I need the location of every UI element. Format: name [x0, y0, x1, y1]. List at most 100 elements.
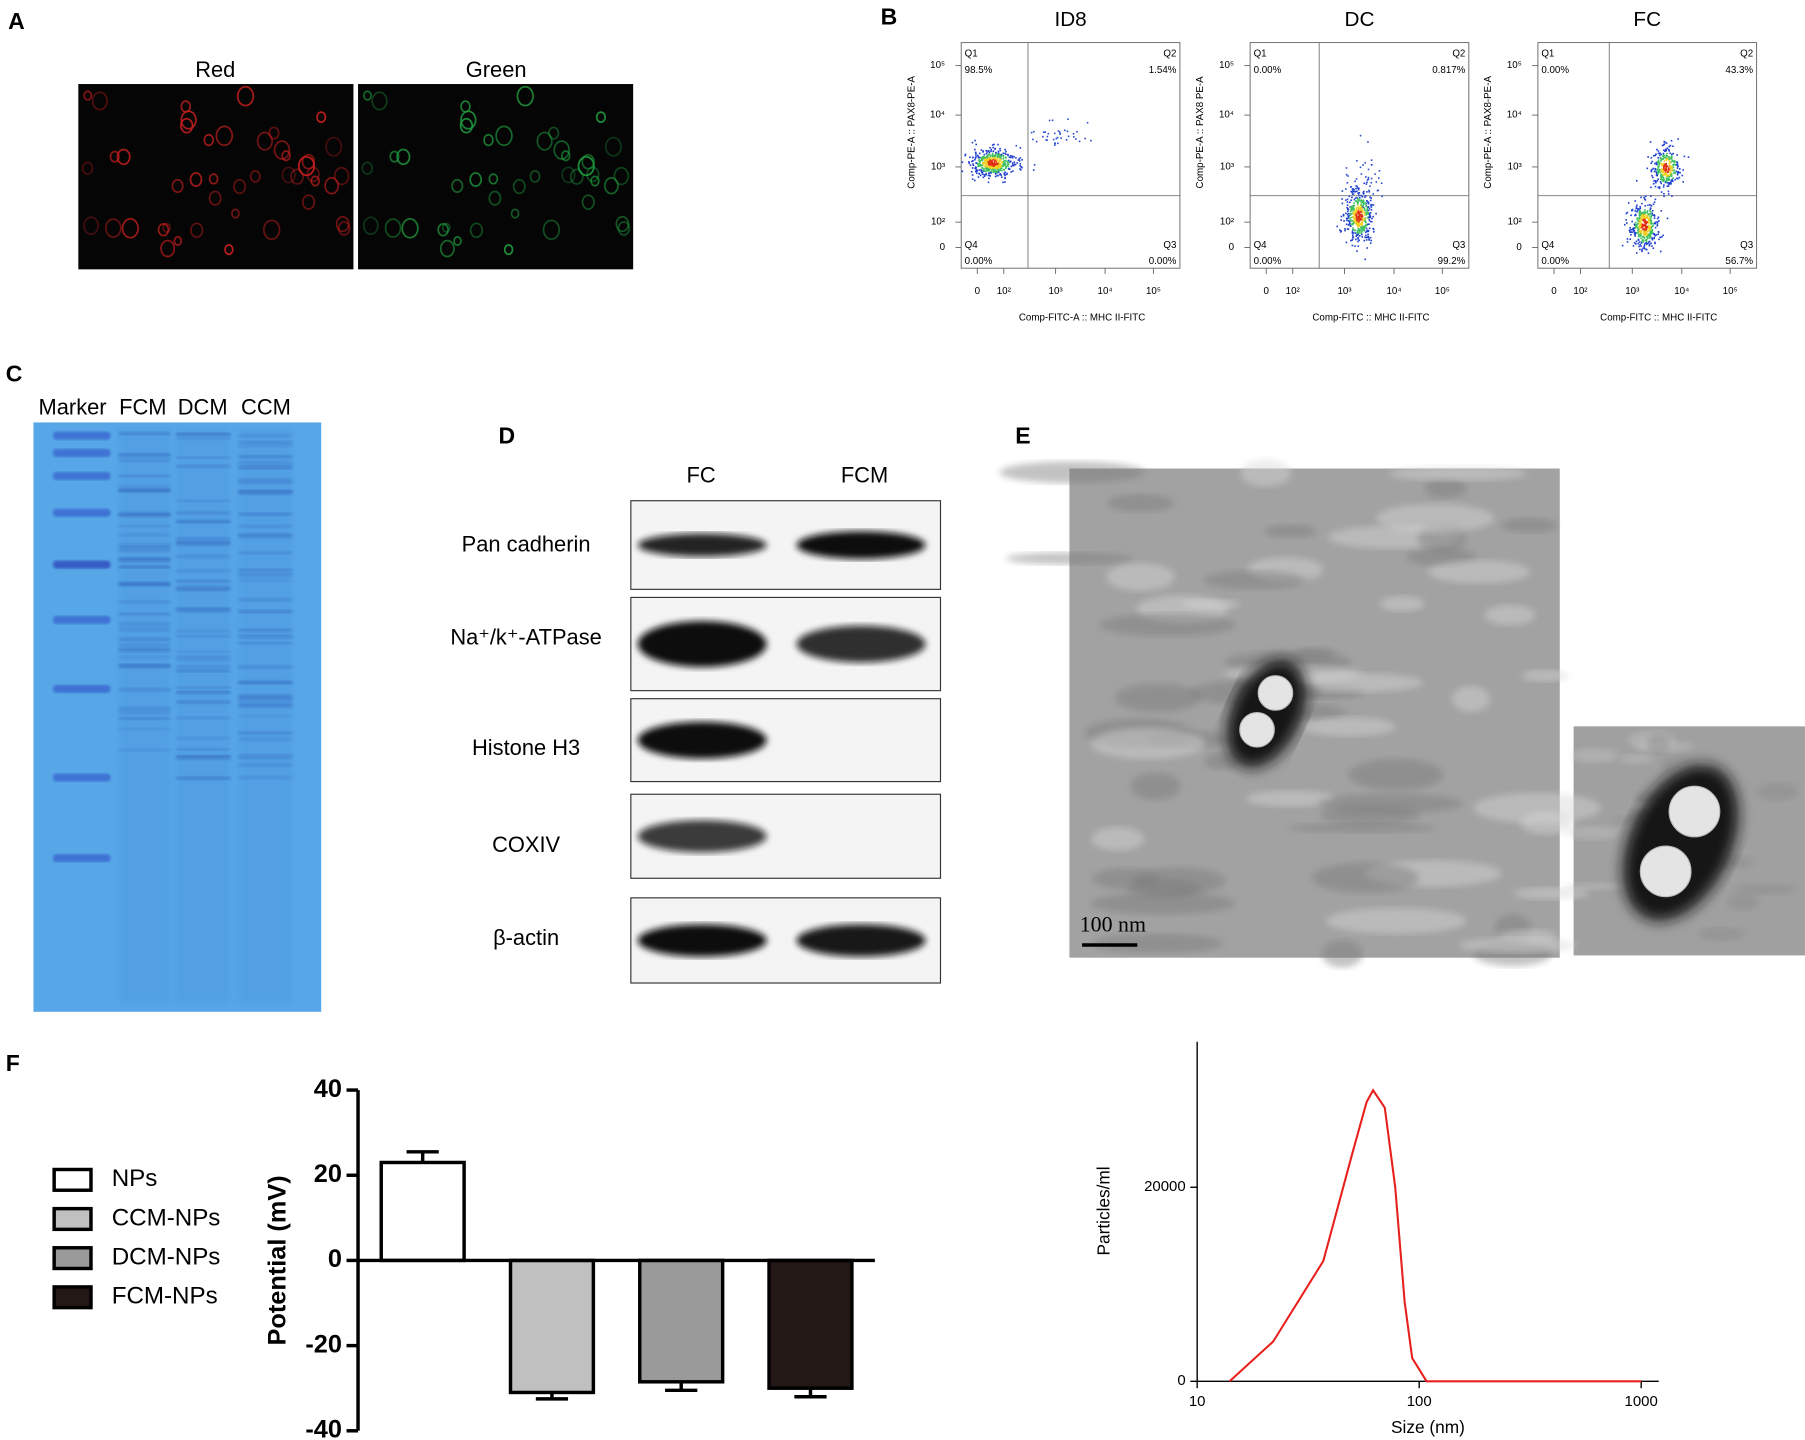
event-dot	[1358, 194, 1360, 197]
event-dot	[1661, 163, 1664, 165]
event-dot	[1065, 139, 1068, 141]
event-dot	[1345, 241, 1348, 244]
event-dot	[1007, 159, 1010, 162]
y-tick-label: 0	[1516, 242, 1522, 253]
event-dot	[1657, 173, 1659, 175]
event-dot	[1636, 224, 1638, 226]
event-dot	[1665, 172, 1668, 174]
event-dot	[977, 165, 979, 168]
quadrant-name: Q3	[1163, 240, 1176, 251]
event-dot	[1354, 197, 1357, 199]
protein-band	[238, 455, 293, 459]
particle	[1639, 845, 1692, 898]
event-dot	[987, 159, 990, 162]
event-dot	[1346, 181, 1349, 184]
quadrant-percent: 0.00%	[1541, 256, 1569, 267]
event-dot	[1641, 250, 1643, 253]
x-tick-label: 10	[1189, 1393, 1206, 1410]
event-dot	[1018, 158, 1020, 160]
event-dot	[1667, 193, 1670, 195]
protein-band	[176, 540, 231, 545]
event-dot	[1666, 174, 1669, 177]
event-dot	[1644, 230, 1646, 233]
event-dot	[1652, 154, 1655, 157]
event-dot	[1357, 188, 1360, 191]
marker-band	[53, 684, 111, 693]
event-dot	[1369, 215, 1372, 218]
event-dot	[1640, 237, 1643, 240]
event-dot	[1667, 178, 1669, 180]
event-dot	[1635, 252, 1638, 254]
event-dot	[1351, 232, 1354, 235]
event-dot	[1353, 212, 1355, 215]
event-dot	[999, 162, 1002, 165]
event-dot	[1640, 215, 1643, 217]
event-dot	[987, 164, 990, 167]
x-axis-label: Comp-FITC-A :: MHC II-FITC	[1019, 312, 1145, 323]
cell	[281, 166, 296, 184]
event-dot	[1647, 156, 1649, 158]
x-tick-label: 10³	[1337, 286, 1352, 297]
event-dot	[1357, 240, 1359, 243]
event-dot	[1637, 228, 1639, 231]
event-dot	[976, 154, 979, 157]
event-dot	[1667, 174, 1670, 177]
event-dot	[975, 167, 977, 169]
event-dot	[1659, 171, 1662, 174]
event-dot	[1011, 164, 1014, 167]
event-dot	[988, 161, 991, 164]
event-dot	[1644, 212, 1647, 214]
stain-patch	[1428, 560, 1531, 584]
protein-band	[118, 687, 171, 692]
event-dot	[1667, 190, 1670, 193]
event-dot	[1055, 137, 1058, 140]
event-dot	[1660, 158, 1662, 161]
event-dot	[1362, 220, 1364, 222]
event-dot	[1084, 137, 1086, 140]
event-dot	[1076, 130, 1078, 133]
event-dot	[1656, 172, 1658, 175]
event-dot	[1659, 152, 1661, 154]
event-dot	[1673, 161, 1675, 163]
event-dot	[1021, 166, 1023, 169]
event-dot	[1643, 239, 1645, 242]
event-dot	[1355, 235, 1358, 238]
event-dot	[1363, 207, 1366, 210]
event-dot	[1358, 187, 1360, 190]
event-dot	[1632, 245, 1635, 247]
band	[796, 625, 926, 663]
protein-band	[176, 579, 231, 583]
event-dot	[1643, 233, 1646, 235]
cell	[512, 178, 526, 195]
event-dot	[987, 163, 990, 166]
event-dot	[1347, 216, 1350, 218]
event-dot	[1370, 204, 1373, 206]
event-dot	[978, 162, 981, 165]
event-dot	[1663, 165, 1666, 168]
event-dot	[1362, 202, 1365, 205]
event-dot	[1355, 217, 1358, 220]
event-dot	[1348, 195, 1351, 198]
protein-band	[176, 587, 231, 592]
event-dot	[1042, 131, 1045, 133]
stain-patch	[1521, 669, 1569, 682]
event-dot	[1019, 164, 1022, 167]
event-dot	[1007, 163, 1010, 165]
event-dot	[1666, 179, 1668, 181]
event-dot	[1367, 233, 1369, 236]
protein-band	[176, 554, 231, 559]
protein-band	[238, 628, 293, 633]
event-dot	[996, 167, 999, 169]
event-dot	[1638, 241, 1641, 243]
event-dot	[1643, 244, 1646, 247]
event-dot	[1372, 204, 1375, 206]
event-dot	[995, 171, 998, 174]
event-dot	[1650, 162, 1653, 165]
event-dot	[1638, 212, 1641, 215]
event-dot	[974, 157, 977, 160]
event-dot	[1644, 209, 1646, 211]
event-dot	[1361, 195, 1364, 198]
event-dot	[1645, 225, 1648, 228]
event-dot	[1006, 172, 1008, 175]
event-dot	[974, 158, 976, 161]
